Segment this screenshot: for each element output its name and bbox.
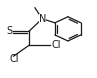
Text: N: N	[39, 14, 46, 24]
Text: Cl: Cl	[51, 40, 61, 50]
Text: S: S	[7, 26, 13, 36]
Text: Cl: Cl	[10, 54, 19, 64]
